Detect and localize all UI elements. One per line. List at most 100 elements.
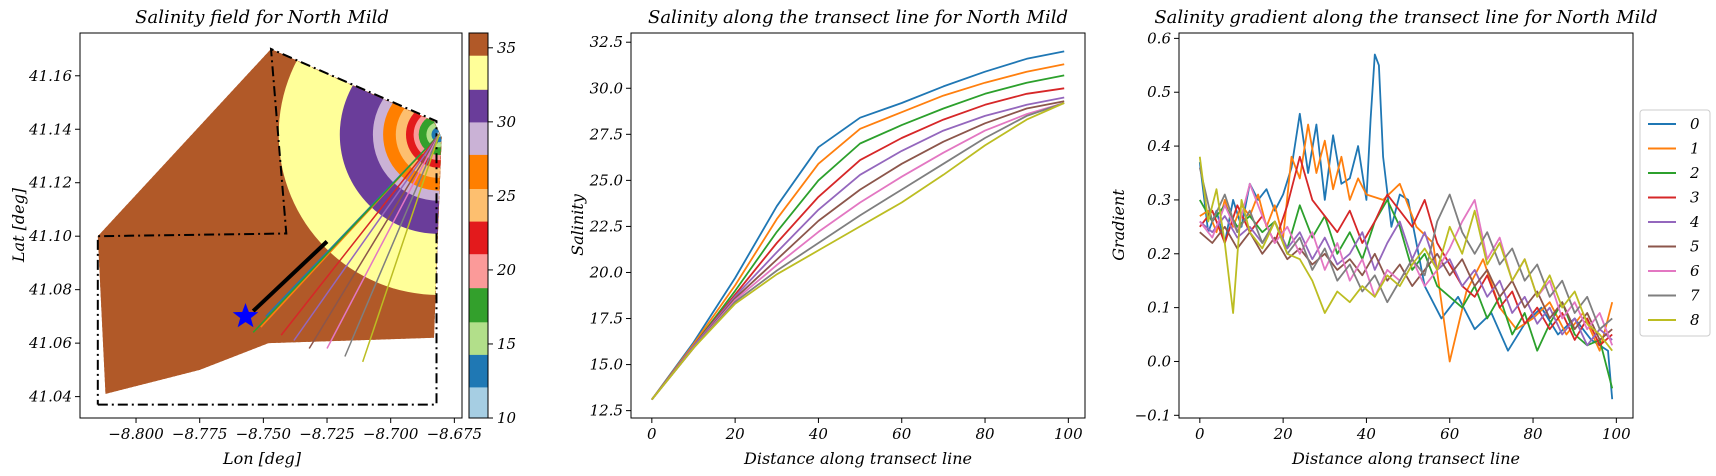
x-tick-label: 60	[892, 425, 912, 443]
colorbar-tick-label: 15	[497, 335, 516, 353]
y-tick-label: 0.6	[1147, 29, 1171, 47]
y-tick-label: 41.12	[28, 174, 72, 192]
colorbar-level	[469, 321, 488, 355]
colorbar-level	[469, 253, 488, 289]
x-tick-label: 20	[725, 425, 746, 443]
y-tick-label: 0.0	[1147, 352, 1171, 370]
series-line-7	[651, 102, 1065, 401]
y-tick-label: 0.3	[1147, 191, 1171, 209]
y-tick-label: 41.10	[28, 227, 72, 245]
colorbar-level	[469, 154, 488, 189]
colorbar-tick-label: 30	[497, 113, 517, 131]
colorbar-frame	[468, 32, 489, 419]
y-tick-label: 22.5	[589, 217, 623, 235]
field-overlays	[96, 47, 440, 406]
y-tick-label: 0.2	[1147, 245, 1171, 263]
x-tick-label: 0	[1195, 425, 1205, 443]
legend-label-7: 7	[1690, 287, 1700, 305]
y-tick-label: 41.04	[28, 388, 72, 406]
x-tick-label: −8.675	[427, 425, 483, 443]
gradient-y-label: Gradient	[1109, 189, 1128, 261]
field-title: Salinity field for North Mild	[135, 7, 389, 28]
y-tick-label: 0.4	[1147, 137, 1171, 155]
colorbar-tick-label: 20	[496, 261, 517, 279]
gradient-x-ticks: 0 20 40 60 80 100	[1195, 418, 1631, 443]
colorbar-level	[469, 386, 488, 419]
x-tick-label: −8.800	[108, 425, 164, 443]
x-tick-label: −8.725	[299, 425, 355, 443]
black-path	[251, 240, 329, 313]
star-marker	[232, 302, 259, 328]
colorbar-tick-label: 35	[497, 39, 516, 57]
transect-line	[252, 134, 440, 333]
legend-label-1: 1	[1690, 140, 1700, 158]
colorbar-level	[469, 221, 488, 255]
transect-line	[280, 134, 440, 336]
y-tick-label: 41.14	[28, 120, 72, 138]
colorbar-level	[469, 33, 488, 56]
series-line-2	[1199, 198, 1614, 389]
y-tick-label: 32.5	[590, 33, 623, 51]
y-tick-label: −0.1	[1135, 406, 1171, 424]
colorbar-level	[469, 354, 488, 388]
salinity-field-panel: Salinity field for North Mild −8.800 −8.7…	[9, 7, 482, 468]
transect-line	[361, 134, 440, 363]
series-line-1	[651, 63, 1065, 401]
gradient-title: Salinity gradient along the transect lin…	[1154, 7, 1657, 28]
x-tick-label: −8.700	[363, 425, 419, 443]
y-tick-label: 41.08	[28, 281, 72, 299]
field-x-label: Lon [deg]	[222, 449, 302, 468]
field-x-ticks: −8.800 −8.775 −8.750 −8.725 −8.700 −8.675	[108, 418, 482, 443]
colorbar-level	[469, 55, 488, 90]
salinity-x-label: Distance along transect line	[743, 449, 972, 468]
legend-label-5: 5	[1690, 238, 1700, 256]
salinity-y-ticks: 12.5 15.0 17.5 20.0 22.5 25.0 27.5 30.0 32.5	[589, 33, 631, 420]
y-tick-label: 17.5	[590, 310, 623, 328]
y-tick-label: 27.5	[589, 125, 623, 143]
boundary-line	[96, 47, 438, 406]
gradient-x-label: Distance along transect line	[1291, 449, 1520, 468]
x-tick-label: 40	[1356, 425, 1377, 443]
colorbar-level	[469, 89, 488, 123]
y-tick-label: 12.5	[590, 402, 623, 420]
legend-label-4: 4	[1689, 213, 1700, 231]
field-y-ticks: 41.04 41.06 41.08 41.10 41.12 41.14 41.16	[28, 67, 80, 406]
x-tick-label: 20	[1273, 425, 1294, 443]
series-line-6	[651, 102, 1065, 401]
legend: 0 1 2 3 4 5 6 7 8	[1639, 109, 1711, 337]
colorbar-tick-label: 25	[496, 187, 516, 205]
colorbar-level	[469, 121, 488, 155]
gradient-y-ticks: −0.1 0.0 0.1 0.2 0.3 0.4 0.5 0.6	[1135, 29, 1179, 424]
transect-line	[344, 134, 440, 357]
field-axes-frame	[79, 32, 463, 419]
series-line-0	[651, 50, 1065, 401]
y-tick-label: 15.0	[590, 356, 624, 374]
series-line-8	[1198, 156, 1613, 352]
y-tick-label: 20.0	[589, 263, 624, 281]
transect-line	[308, 134, 440, 349]
series-line-2	[651, 74, 1065, 401]
legend-label-6: 6	[1690, 262, 1700, 280]
y-tick-label: 30.0	[590, 79, 624, 97]
legend-label-3: 3	[1690, 189, 1700, 207]
series-line-8	[651, 102, 1065, 401]
x-tick-label: 80	[1523, 425, 1543, 443]
legend-items: 0 1 2 3 4 5 6 7 8	[1648, 115, 1700, 329]
salinity-y-label: Salinity	[568, 193, 587, 256]
salinity-x-ticks: 0 20 40 60 80 100	[647, 418, 1083, 443]
colorbar-tick-label: 10	[497, 409, 517, 427]
series-line-4	[651, 96, 1065, 401]
field-y-label: Lat [deg]	[9, 187, 28, 263]
y-tick-label: 0.5	[1147, 83, 1171, 101]
colorbar-level	[469, 287, 488, 323]
salinity-field	[97, 49, 442, 394]
legend-label-0: 0	[1690, 115, 1700, 133]
legend-label-8: 8	[1690, 311, 1700, 329]
legend-label-2: 2	[1689, 164, 1700, 182]
y-tick-label: 41.06	[28, 334, 72, 352]
colorbar-levels	[469, 33, 488, 419]
y-tick-label: 25.0	[589, 171, 624, 189]
gradient-axes-frame	[1178, 32, 1634, 419]
y-tick-label: 41.16	[28, 67, 72, 85]
